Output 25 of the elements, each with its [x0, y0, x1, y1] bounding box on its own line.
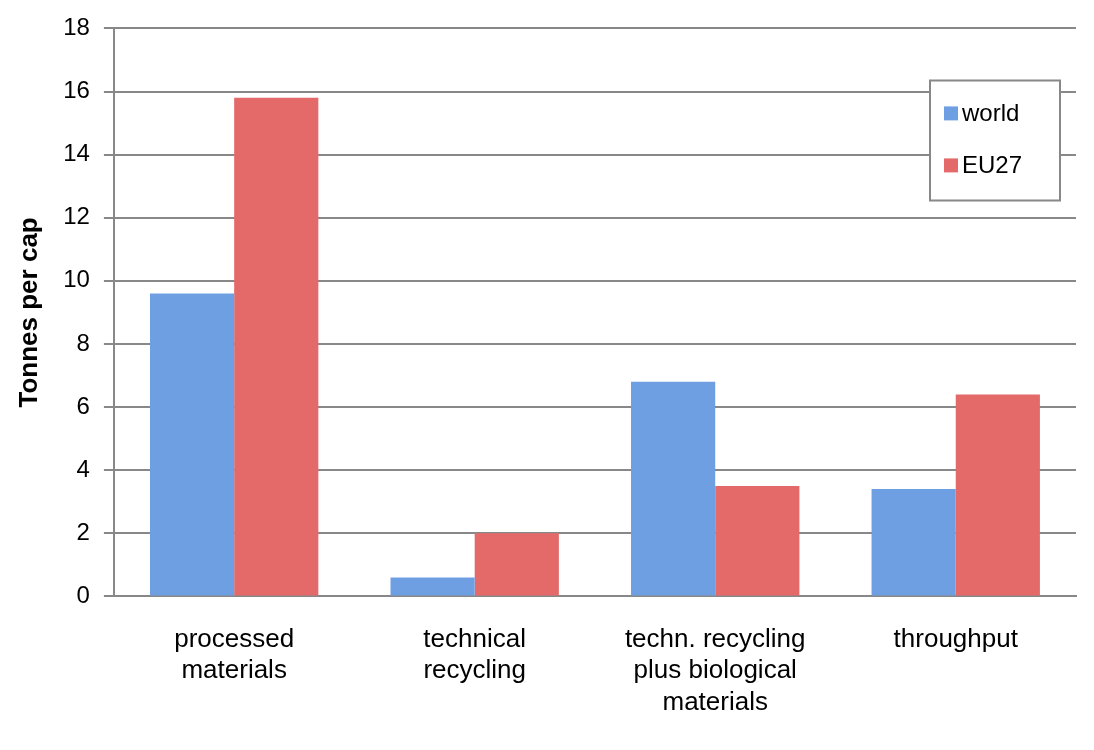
bar [955, 394, 1040, 596]
bar [631, 381, 716, 596]
x-tick-label: technical recycling [423, 623, 526, 685]
y-axis-title: Tonnes per cap [12, 217, 43, 408]
y-tick-label: 14 [63, 139, 90, 167]
y-tick-label: 18 [63, 13, 90, 41]
x-tick-label: techn. recycling plus biological materials [624, 623, 806, 716]
legend-label: world [961, 99, 1020, 127]
y-tick-label: 0 [76, 581, 90, 609]
y-tick-label: 2 [76, 517, 90, 545]
y-tick-label: 6 [76, 391, 90, 419]
bar [390, 577, 475, 596]
bar [474, 533, 559, 596]
bar [715, 485, 800, 596]
legend-label: EU27 [962, 151, 1023, 179]
bar [149, 293, 235, 596]
y-tick-label: 16 [63, 76, 90, 104]
bar [871, 489, 956, 596]
y-tick-label: 12 [63, 202, 90, 230]
y-tick-label: 8 [76, 328, 90, 356]
x-tick-label: throughput [893, 623, 1019, 654]
y-tick-label: 10 [63, 265, 90, 293]
y-tick-label: 4 [76, 454, 90, 482]
bar [234, 97, 319, 596]
x-tick-label: processed materials [174, 623, 295, 685]
